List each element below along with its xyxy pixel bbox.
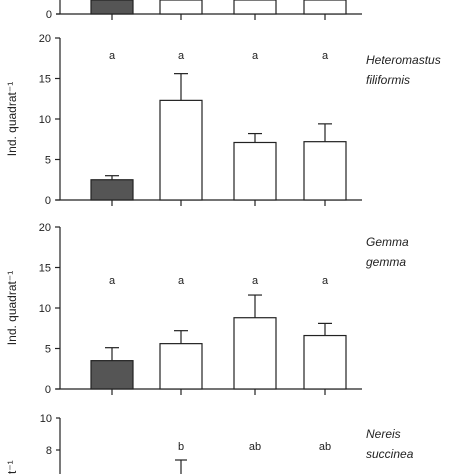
panel-heteromastus-bar-1 xyxy=(90,179,134,201)
panel-gemma-letter-4: a xyxy=(322,275,329,287)
panel-gemma-bar-3 xyxy=(233,317,277,390)
panel-gemma-ytick-label: 10 xyxy=(39,303,51,315)
panel-nereis-species-line2: succinea xyxy=(366,447,414,461)
panel-heteromastus-ytick-label: 15 xyxy=(39,74,51,86)
panel-nereis-ylabel: t⁻¹ xyxy=(5,460,19,474)
panel-top-bar-4 xyxy=(303,0,347,15)
panel-gemma-bar-1 xyxy=(90,360,134,390)
panel-heteromastus-bar-4 xyxy=(303,141,347,201)
panel-gemma-ylabel: Ind. quadrat⁻¹ xyxy=(5,271,19,345)
panel-top-ytick-label: 0 xyxy=(46,9,52,21)
panel-heteromastus-letter-4: a xyxy=(322,50,329,62)
panel-heteromastus-ytick-label: 20 xyxy=(39,33,51,45)
panel-heteromastus-ytick-label: 10 xyxy=(39,114,51,126)
panel-nereis-ytick-label-10: 10 xyxy=(40,413,52,425)
panel-nereis-ytick-label-8: 8 xyxy=(46,445,52,457)
panel-heteromastus-bar-2 xyxy=(159,99,203,201)
panel-nereis-succinea: 10 8 t⁻¹ b ab ab Nereis succinea xyxy=(5,413,414,474)
panel-heteromastus-letter-1: a xyxy=(109,50,116,62)
panel-heteromastus-letter-2: a xyxy=(178,50,185,62)
panel-gemma-letter-3: a xyxy=(252,275,259,287)
panel-top-bar-3 xyxy=(233,0,277,15)
panel-heteromastus-ytick-label: 0 xyxy=(45,195,51,207)
panel-top-bar-1 xyxy=(90,0,134,15)
panel-top-partial: 0 xyxy=(46,0,362,21)
panel-heteromastus-species-line2: filiformis xyxy=(366,73,410,87)
panel-gemma-ytick-label: 0 xyxy=(45,384,51,396)
panel-heteromastus-ylabel: Ind. quadrat⁻¹ xyxy=(5,82,19,156)
panel-nereis-letter-3: ab xyxy=(249,441,261,453)
panel-heteromastus-bar-3 xyxy=(233,141,277,201)
panel-gemma-letter-1: a xyxy=(109,275,116,287)
panel-top-bar-2 xyxy=(159,0,203,15)
panel-gemma-ytick-label: 15 xyxy=(39,263,51,275)
panel-gemma-species-line2: gemma xyxy=(366,255,406,269)
panel-gemma-ytick-label: 5 xyxy=(45,344,51,356)
panel-nereis-species-line1: Nereis xyxy=(366,427,401,441)
panel-heteromastus-species-line1: Heteromastus xyxy=(366,53,441,67)
panel-heteromastus-ytick-label: 5 xyxy=(45,155,51,167)
panel-gemma-letter-2: a xyxy=(178,275,185,287)
panel-gemma-ytick-label: 20 xyxy=(39,222,51,234)
panel-nereis-letter-2: b xyxy=(178,441,184,453)
panel-gemma-bar-4 xyxy=(303,334,347,390)
panel-nereis-letter-4: ab xyxy=(319,441,331,453)
panel-gemma-species-line1: Gemma xyxy=(366,235,409,249)
panel-gemma-gemma: 0 5 10 15 20 Ind. quadrat⁻¹ a a a a Gemma gemma xyxy=(5,222,409,396)
panel-heteromastus-letter-3: a xyxy=(252,50,259,62)
panel-heteromastus-filiformis: 0 5 10 15 20 Ind. quadrat⁻¹ a a a a Heteromastus fi… xyxy=(5,33,441,207)
panel-gemma-bar-2 xyxy=(159,343,203,390)
